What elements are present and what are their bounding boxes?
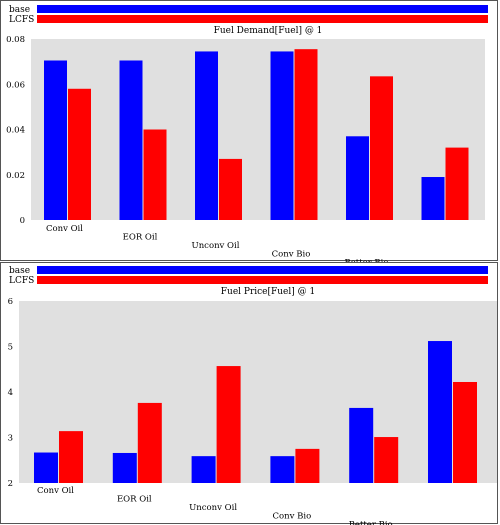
legend-swatch-base (37, 5, 488, 13)
bar-base-better-bio (346, 136, 369, 220)
plot-area (31, 39, 485, 220)
chart-title: Fuel Demand[Fuel] @ 1 (214, 26, 323, 36)
bar-lcfs-transformative (453, 381, 477, 483)
y-tick-label: 0 (20, 216, 25, 226)
bar-base-transformative (421, 177, 445, 220)
bar-base-unconv-oil (191, 456, 216, 483)
bar-lcfs-eor-oil (137, 402, 162, 483)
chart-title: Fuel Price[Fuel] @ 1 (221, 287, 315, 297)
legend-swatch-lcfs (37, 276, 488, 284)
bar-base-eor-oil (119, 60, 143, 221)
y-tick-label: 0.08 (6, 35, 25, 45)
category-label: Better Bio (345, 258, 389, 262)
y-tick-label: 0.02 (6, 171, 25, 181)
bar-lcfs-better-bio (370, 76, 393, 220)
bar-lcfs-better-bio (374, 437, 399, 483)
bar-lcfs-unconv-oil (219, 158, 242, 220)
bar-base-transformative (428, 341, 452, 483)
bar-base-conv-bio (270, 456, 295, 483)
category-label: Unconv Oil (192, 241, 240, 251)
bar-base-eor-oil (112, 452, 137, 483)
bar-lcfs-transformative (445, 147, 469, 220)
category-label: Better Bio (349, 520, 393, 525)
y-tick-label: 5 (8, 343, 13, 353)
legend-label-lcfs: LCFS (9, 15, 34, 25)
bar-base-unconv-oil (195, 51, 218, 220)
bar-lcfs-eor-oil (143, 129, 167, 220)
y-tick-label: 0.06 (6, 80, 25, 90)
y-tick-label: 2 (8, 479, 13, 489)
bar-base-conv-oil (34, 452, 58, 483)
bar-lcfs-conv-bio (295, 448, 320, 483)
legend-swatch-base (37, 266, 488, 274)
y-tick-label: 0.04 (6, 126, 25, 136)
legend-label-base: base (9, 266, 30, 276)
bar-lcfs-conv-oil (59, 431, 83, 483)
plot-area (19, 301, 497, 483)
fuel-price-panel: base LCFS Fuel Price[Fuel] @ 1 2 3 4 5 6 Conv Oi… (0, 262, 498, 525)
bar-lcfs-conv-oil (68, 88, 91, 221)
y-tick-label: 3 (8, 434, 13, 444)
category-label: Conv Oil (46, 224, 83, 234)
legend-label-lcfs: LCFS (9, 276, 34, 286)
category-label: Unconv Oil (189, 503, 237, 513)
y-tick-label: 6 (8, 297, 13, 307)
category-label: Conv Bio (272, 250, 311, 260)
category-label: EOR Oil (123, 233, 158, 243)
bar-lcfs-unconv-oil (216, 366, 241, 483)
bar-lcfs-conv-bio (294, 49, 318, 221)
fuel-demand-panel: base LCFS Fuel Demand[Fuel] @ 1 0 0.02 0.04 0.… (0, 0, 498, 262)
category-label: Conv Bio (273, 512, 312, 522)
legend-label-base: base (9, 5, 30, 15)
category-label: Conv Oil (37, 486, 74, 496)
bar-base-better-bio (349, 407, 374, 483)
y-tick-label: 4 (8, 388, 13, 398)
bar-base-conv-bio (270, 51, 294, 220)
category-label: EOR Oil (117, 495, 152, 505)
bar-base-conv-oil (44, 60, 67, 221)
legend-swatch-lcfs (37, 15, 488, 23)
